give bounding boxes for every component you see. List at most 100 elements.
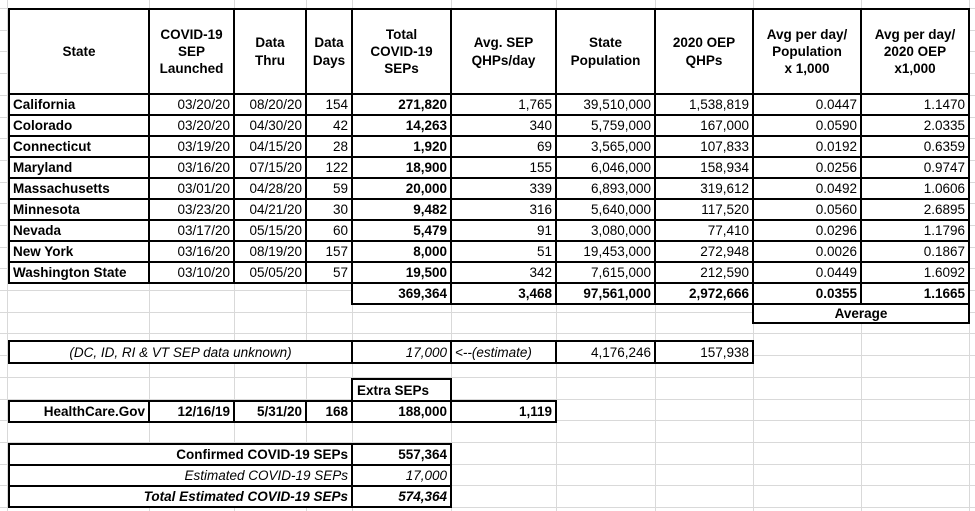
cell-massachusetts-avg-sep-qhps-day[interactable]: 339	[452, 179, 557, 200]
cell-new-york-total-seps[interactable]: 8,000	[353, 242, 452, 263]
estimate-note-cell[interactable]: <--(estimate)	[452, 342, 557, 364]
cell-colorado-avg-day-per-population[interactable]: 0.0590	[754, 116, 862, 137]
healthcare-cell-launched[interactable]: 12/16/19	[150, 402, 235, 423]
cell-nevada-2020-oep-qhps[interactable]: 77,410	[656, 221, 754, 242]
cell-maryland-2020-oep-qhps[interactable]: 158,934	[656, 158, 754, 179]
cell-maryland-sep-launched[interactable]: 03/16/20	[150, 158, 235, 179]
cell-nevada-sep-launched[interactable]: 03/17/20	[150, 221, 235, 242]
cell-maryland-state[interactable]: Maryland	[10, 158, 150, 179]
cell-new-york-2020-oep-qhps[interactable]: 272,948	[656, 242, 754, 263]
cell-colorado-state-population[interactable]: 5,759,000	[557, 116, 656, 137]
cell-massachusetts-2020-oep-qhps[interactable]: 319,612	[656, 179, 754, 200]
cell-maryland-avg-sep-qhps-day[interactable]: 155	[452, 158, 557, 179]
cell-maryland-state-population[interactable]: 6,046,000	[557, 158, 656, 179]
cell-connecticut-total-seps[interactable]: 1,920	[353, 137, 452, 158]
cell-nevada-avg-day-per-oep[interactable]: 1.1796	[862, 221, 970, 242]
cell-connecticut-sep-launched[interactable]: 03/19/20	[150, 137, 235, 158]
cell-colorado-data-days[interactable]: 42	[307, 116, 353, 137]
cell-colorado-data-thru[interactable]: 04/30/20	[235, 116, 307, 137]
cell-new-york-state-population[interactable]: 19,453,000	[557, 242, 656, 263]
cell-california-sep-launched[interactable]: 03/20/20	[150, 95, 235, 116]
cell-massachusetts-avg-day-per-population[interactable]: 0.0492	[754, 179, 862, 200]
cell-nevada-state-population[interactable]: 3,080,000	[557, 221, 656, 242]
cell-massachusetts-data-thru[interactable]: 04/28/20	[235, 179, 307, 200]
cell-washington-state-data-thru[interactable]: 05/05/20	[235, 263, 307, 284]
summary-label-total-estimated-covid-19-seps[interactable]: Total Estimated COVID-19 SEPs	[10, 487, 353, 508]
extra-seps-header-cell[interactable]: Extra SEPs	[351, 378, 452, 402]
cell-washington-state-2020-oep-qhps[interactable]: 212,590	[656, 263, 754, 284]
cell-connecticut-avg-day-per-population[interactable]: 0.0192	[754, 137, 862, 158]
header-cell-total-seps[interactable]: Total COVID-19 SEPs	[353, 10, 452, 95]
unknown-states-seps-cell[interactable]: 17,000	[353, 342, 452, 364]
header-cell-avg-sep-qhps-day[interactable]: Avg. SEP QHPs/day	[452, 10, 557, 95]
cell-massachusetts-state[interactable]: Massachusetts	[10, 179, 150, 200]
unknown-states-population-cell[interactable]: 4,176,246	[557, 342, 656, 364]
cell-colorado-state[interactable]: Colorado	[10, 116, 150, 137]
header-cell-sep-launched[interactable]: COVID-19 SEP Launched	[150, 10, 235, 95]
unknown-states-oep-cell[interactable]: 157,938	[656, 342, 754, 364]
cell-new-york-data-days[interactable]: 157	[307, 242, 353, 263]
cell-washington-state-total-seps[interactable]: 19,500	[353, 263, 452, 284]
cell-california-avg-sep-qhps-day[interactable]: 1,765	[452, 95, 557, 116]
cell-nevada-state[interactable]: Nevada	[10, 221, 150, 242]
cell-colorado-sep-launched[interactable]: 03/20/20	[150, 116, 235, 137]
total-cell-2020-oep-qhps[interactable]: 2,972,666	[656, 284, 754, 305]
cell-minnesota-sep-launched[interactable]: 03/23/20	[150, 200, 235, 221]
cell-minnesota-avg-day-per-oep[interactable]: 2.6895	[862, 200, 970, 221]
cell-massachusetts-avg-day-per-oep[interactable]: 1.0606	[862, 179, 970, 200]
cell-new-york-state[interactable]: New York	[10, 242, 150, 263]
average-label-cell[interactable]: Average	[752, 303, 970, 324]
summary-label-estimated-covid-19-seps[interactable]: Estimated COVID-19 SEPs	[10, 466, 353, 487]
header-cell-data-thru[interactable]: Data Thru	[235, 10, 307, 95]
cell-connecticut-state[interactable]: Connecticut	[10, 137, 150, 158]
cell-maryland-avg-day-per-population[interactable]: 0.0256	[754, 158, 862, 179]
cell-massachusetts-sep-launched[interactable]: 03/01/20	[150, 179, 235, 200]
cell-minnesota-state[interactable]: Minnesota	[10, 200, 150, 221]
cell-maryland-data-days[interactable]: 122	[307, 158, 353, 179]
total-cell-state-population[interactable]: 97,561,000	[557, 284, 656, 305]
cell-colorado-total-seps[interactable]: 14,263	[353, 116, 452, 137]
cell-massachusetts-state-population[interactable]: 6,893,000	[557, 179, 656, 200]
cell-nevada-avg-sep-qhps-day[interactable]: 91	[452, 221, 557, 242]
total-cell-avg-day-per-population[interactable]: 0.0355	[754, 284, 862, 305]
cell-colorado-avg-day-per-oep[interactable]: 2.0335	[862, 116, 970, 137]
cell-california-avg-day-per-oep[interactable]: 1.1470	[862, 95, 970, 116]
healthcare-cell-data-days[interactable]: 168	[307, 402, 353, 423]
cell-new-york-avg-day-per-oep[interactable]: 0.1867	[862, 242, 970, 263]
cell-washington-state-data-days[interactable]: 57	[307, 263, 353, 284]
cell-nevada-avg-day-per-population[interactable]: 0.0296	[754, 221, 862, 242]
cell-nevada-data-thru[interactable]: 05/15/20	[235, 221, 307, 242]
cell-minnesota-state-population[interactable]: 5,640,000	[557, 200, 656, 221]
header-cell-state-population[interactable]: State Population	[557, 10, 656, 95]
cell-connecticut-data-days[interactable]: 28	[307, 137, 353, 158]
cell-new-york-avg-sep-qhps-day[interactable]: 51	[452, 242, 557, 263]
header-cell-2020-oep-qhps[interactable]: 2020 OEP QHPs	[656, 10, 754, 95]
cell-minnesota-2020-oep-qhps[interactable]: 117,520	[656, 200, 754, 221]
cell-maryland-total-seps[interactable]: 18,900	[353, 158, 452, 179]
header-cell-avg-day-per-population[interactable]: Avg per day/ Population x 1,000	[754, 10, 862, 95]
healthcare-cell-total-seps[interactable]: 188,000	[353, 402, 452, 423]
cell-massachusetts-total-seps[interactable]: 20,000	[353, 179, 452, 200]
total-cell-total-seps[interactable]: 369,364	[353, 284, 452, 305]
cell-minnesota-avg-day-per-population[interactable]: 0.0560	[754, 200, 862, 221]
cell-minnesota-total-seps[interactable]: 9,482	[353, 200, 452, 221]
cell-minnesota-data-days[interactable]: 30	[307, 200, 353, 221]
summary-label-confirmed-covid-19-seps[interactable]: Confirmed COVID-19 SEPs	[10, 445, 353, 466]
header-cell-state[interactable]: State	[10, 10, 150, 95]
unknown-states-label-cell[interactable]: (DC, ID, RI & VT SEP data unknown)	[10, 342, 353, 364]
cell-california-state[interactable]: California	[10, 95, 150, 116]
cell-washington-state-avg-day-per-population[interactable]: 0.0449	[754, 263, 862, 284]
cell-connecticut-state-population[interactable]: 3,565,000	[557, 137, 656, 158]
cell-connecticut-2020-oep-qhps[interactable]: 107,833	[656, 137, 754, 158]
total-cell-avg-sep-qhps-day[interactable]: 3,468	[452, 284, 557, 305]
cell-washington-state-avg-day-per-oep[interactable]: 1.6092	[862, 263, 970, 284]
cell-connecticut-avg-sep-qhps-day[interactable]: 69	[452, 137, 557, 158]
cell-california-data-days[interactable]: 154	[307, 95, 353, 116]
cell-washington-state-avg-sep-qhps-day[interactable]: 342	[452, 263, 557, 284]
cell-california-state-population[interactable]: 39,510,000	[557, 95, 656, 116]
cell-washington-state-state[interactable]: Washington State	[10, 263, 150, 284]
cell-maryland-data-thru[interactable]: 07/15/20	[235, 158, 307, 179]
summary-value-confirmed-covid-19-seps[interactable]: 557,364	[353, 445, 452, 466]
summary-value-total-estimated-covid-19-seps[interactable]: 574,364	[353, 487, 452, 508]
cell-connecticut-avg-day-per-oep[interactable]: 0.6359	[862, 137, 970, 158]
